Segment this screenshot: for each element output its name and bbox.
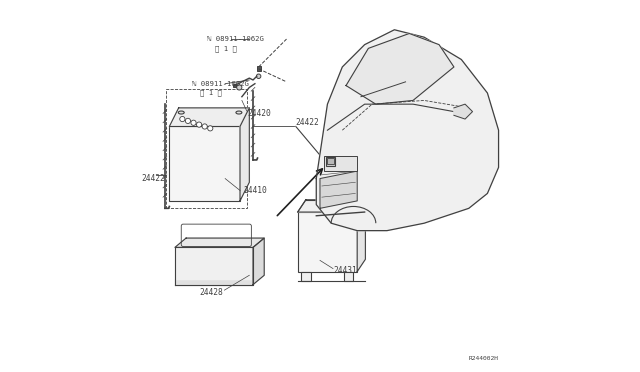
Text: 24420: 24420 — [248, 109, 271, 118]
Polygon shape — [316, 30, 499, 231]
Text: R244002H: R244002H — [468, 356, 499, 361]
Ellipse shape — [236, 111, 242, 114]
Text: 24431: 24431 — [333, 266, 356, 275]
Text: 24428: 24428 — [199, 288, 223, 296]
Bar — [344, 272, 353, 281]
Bar — [166, 89, 248, 208]
Circle shape — [180, 116, 185, 122]
Polygon shape — [175, 279, 253, 285]
Polygon shape — [298, 200, 365, 212]
Bar — [257, 66, 261, 71]
Text: 24422: 24422 — [141, 174, 165, 183]
Circle shape — [191, 120, 196, 125]
Circle shape — [196, 122, 202, 127]
Bar — [326, 157, 335, 166]
Polygon shape — [175, 247, 253, 279]
Circle shape — [186, 118, 191, 124]
Text: ℕ 08911-1062G: ℕ 08911-1062G — [191, 81, 248, 87]
Text: 〈 1 〉: 〈 1 〉 — [200, 89, 222, 96]
Bar — [170, 126, 240, 201]
Circle shape — [207, 126, 213, 131]
Circle shape — [202, 124, 207, 129]
Polygon shape — [454, 104, 472, 119]
Polygon shape — [253, 238, 264, 285]
Circle shape — [257, 74, 261, 78]
Bar — [298, 212, 357, 272]
Text: 24410: 24410 — [244, 186, 268, 195]
Bar — [232, 84, 236, 87]
Bar — [301, 272, 310, 281]
Circle shape — [237, 85, 242, 90]
Polygon shape — [240, 108, 250, 201]
Bar — [326, 158, 334, 164]
Bar — [236, 112, 242, 120]
Polygon shape — [170, 108, 250, 126]
Polygon shape — [175, 238, 264, 247]
Ellipse shape — [179, 111, 184, 114]
Text: 24422: 24422 — [296, 118, 319, 126]
Polygon shape — [320, 171, 357, 208]
Bar — [324, 156, 357, 171]
Polygon shape — [346, 33, 454, 104]
Bar — [179, 112, 184, 120]
Text: 〈 1 〉: 〈 1 〉 — [215, 45, 237, 52]
Text: ℕ 08911-1062G: ℕ 08911-1062G — [207, 36, 264, 42]
Polygon shape — [357, 200, 365, 272]
